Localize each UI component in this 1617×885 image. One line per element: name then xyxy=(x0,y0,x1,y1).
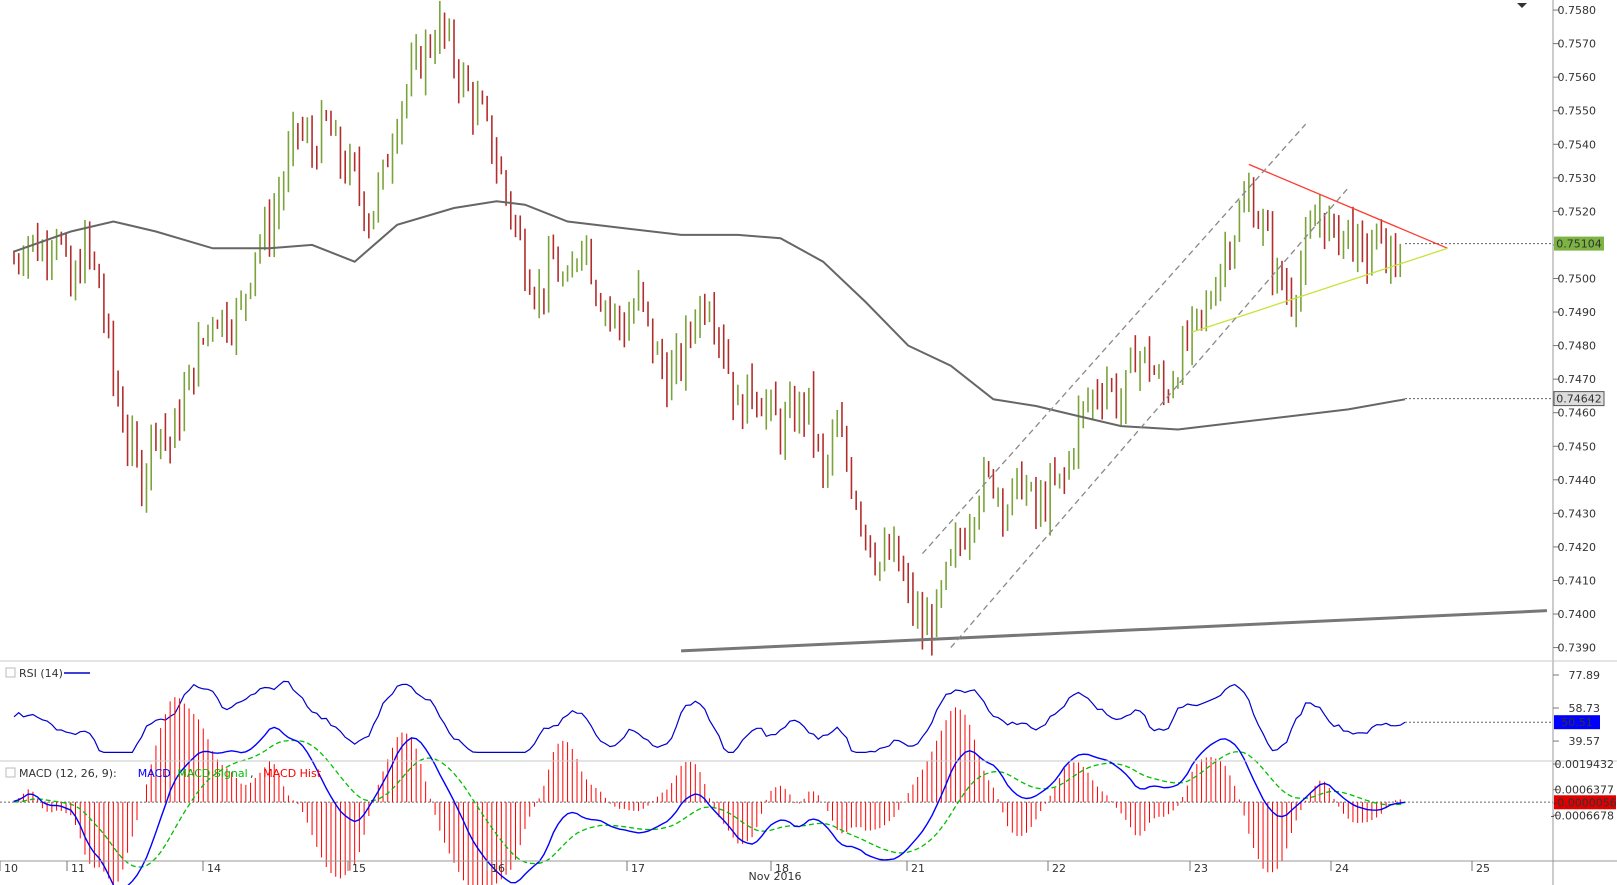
macd-tick-label: 0.0019432 xyxy=(1555,758,1615,771)
price-tick-label: 0.7460 xyxy=(1558,407,1597,420)
trendlines xyxy=(681,123,1553,653)
month-label: Nov 2016 xyxy=(749,870,802,883)
price-tick-label: 0.7550 xyxy=(1558,105,1597,118)
macd-line xyxy=(13,726,1406,885)
trendline-triangle-upper[interactable] xyxy=(1248,163,1448,249)
price-tick-label: 0.7570 xyxy=(1558,38,1597,51)
macd-title[interactable]: MACD (12, 26, 9): MACD, MACD Signal, MAC… xyxy=(5,767,322,780)
day-label: 14 xyxy=(207,862,221,875)
day-label: 21 xyxy=(911,862,925,875)
price-tick-label: 0.7530 xyxy=(1558,172,1597,185)
rsi-current-badge xyxy=(1554,715,1600,730)
day-label: 23 xyxy=(1194,862,1208,875)
macd-title-part: , xyxy=(164,767,168,780)
macd-title-part: MACD (12, 26, 9): xyxy=(19,767,117,780)
price-tick-label: 0.7430 xyxy=(1558,507,1597,520)
price-tick-label: 0.7490 xyxy=(1558,306,1597,319)
trendline-channel-lower[interactable] xyxy=(950,187,1349,649)
macd-title-part: , xyxy=(250,767,254,780)
rsi-settings-icon[interactable] xyxy=(5,667,16,678)
current-price-badge xyxy=(1554,236,1604,251)
price-axis: 0.7580 0.7570 0.7560 0.7550 0.7540 0.7530 0.75… xyxy=(1553,4,1605,655)
price-tick-label: 0.7500 xyxy=(1558,272,1597,285)
price-tick-label: 0.7440 xyxy=(1558,474,1597,487)
chevron-down-icon[interactable] xyxy=(1517,3,1527,8)
rsi-tick-label: 58.73 xyxy=(1569,702,1601,715)
day-label: 15 xyxy=(352,862,366,875)
trendline-support-long[interactable] xyxy=(681,609,1548,653)
moving-average-line xyxy=(13,200,1406,431)
current-price-label: 0.75104 xyxy=(1556,238,1602,251)
macd-signal-line xyxy=(13,739,1406,868)
rsi-axis: 77.89 58.73 39.57 50.51 xyxy=(1553,669,1600,748)
day-label: 25 xyxy=(1476,862,1490,875)
macd-axis: 0.0019432 0.0006377 -0.0006678-0.0000056 xyxy=(1551,758,1617,822)
rsi-tick-label: 39.57 xyxy=(1569,735,1601,748)
price-tick-label: 0.7400 xyxy=(1558,608,1597,621)
macd-tick-label: 0.0006377 xyxy=(1555,784,1615,797)
day-label: 22 xyxy=(1052,862,1066,875)
day-label: 17 xyxy=(631,862,645,875)
day-label: 16 xyxy=(491,862,505,875)
macd-title-part: MACD Hist xyxy=(263,767,322,780)
price-tick-label: 0.7470 xyxy=(1558,373,1597,386)
price-tick-label: 0.7540 xyxy=(1558,138,1597,151)
day-label: 10 xyxy=(4,862,18,875)
price-tick-label: 0.7480 xyxy=(1558,340,1597,353)
rsi-series xyxy=(13,680,1553,753)
macd-tick-label: -0.0006678 xyxy=(1551,809,1614,822)
macd-panel[interactable] xyxy=(0,761,1553,861)
rsi-title[interactable]: RSI (14) xyxy=(5,667,90,680)
rsi-line xyxy=(13,680,1406,753)
macd-current-badge xyxy=(1554,795,1616,810)
macd-settings-icon[interactable] xyxy=(5,767,16,778)
day-label: 24 xyxy=(1335,862,1349,875)
price-series xyxy=(13,0,1406,656)
price-tick-label: 0.7580 xyxy=(1558,4,1597,17)
rsi-current-label: 50.51 xyxy=(1561,716,1593,729)
ma-price-badge xyxy=(1553,391,1605,407)
price-tick-label: 0.7520 xyxy=(1558,205,1597,218)
day-label: 11 xyxy=(71,862,85,875)
macd-title-part: MACD xyxy=(138,767,171,780)
macd-current-label: -0.0000056 xyxy=(1553,796,1616,809)
price-tick-label: 0.7450 xyxy=(1558,440,1597,453)
trendline-channel-upper[interactable] xyxy=(921,123,1307,555)
trendline-triangle-lower[interactable] xyxy=(1191,247,1448,333)
day-label: 18 xyxy=(775,862,789,875)
price-tick-label: 0.7410 xyxy=(1558,574,1597,587)
price-panel[interactable] xyxy=(0,0,1553,661)
time-axis: 10 11 14 15 16 17 18 21 22 23 24 25 xyxy=(0,861,1490,875)
ma-price-label: 0.74642 xyxy=(1556,393,1602,406)
price-tick-label: 0.7560 xyxy=(1558,71,1597,84)
price-tick-label: 0.7420 xyxy=(1558,541,1597,554)
rsi-tick-label: 77.89 xyxy=(1569,669,1601,682)
macd-series xyxy=(0,697,1553,885)
rsi-title-text: RSI (14) xyxy=(19,667,63,680)
rsi-panel[interactable] xyxy=(0,661,1553,761)
price-tick-label: 0.7390 xyxy=(1558,642,1597,655)
macd-title-part: MACD Signal xyxy=(177,767,247,780)
